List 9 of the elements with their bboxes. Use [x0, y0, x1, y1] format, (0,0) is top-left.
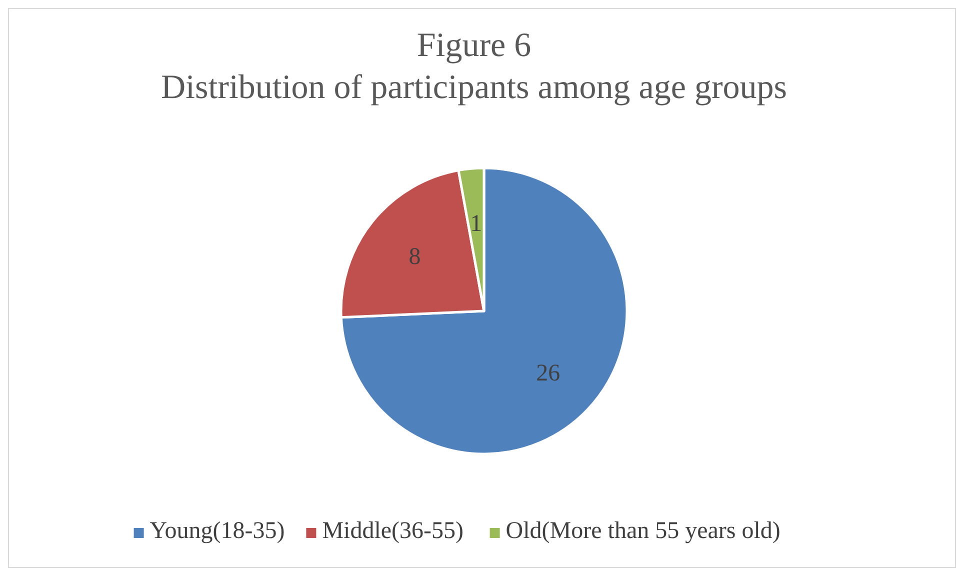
data-label: 26 — [536, 360, 560, 387]
chart-subtitle: Distribution of participants among age groups — [160, 69, 788, 106]
chart-title: Figure 6 — [416, 27, 532, 64]
legend-label: Old(More than 55 years old) — [506, 518, 780, 544]
data-label: 1 — [470, 211, 482, 238]
legend-label: Young(18-35) — [150, 518, 285, 544]
legend-label: Middle(36-55) — [322, 518, 464, 544]
data-label: 8 — [408, 244, 421, 270]
pie-slice — [340, 166, 628, 456]
